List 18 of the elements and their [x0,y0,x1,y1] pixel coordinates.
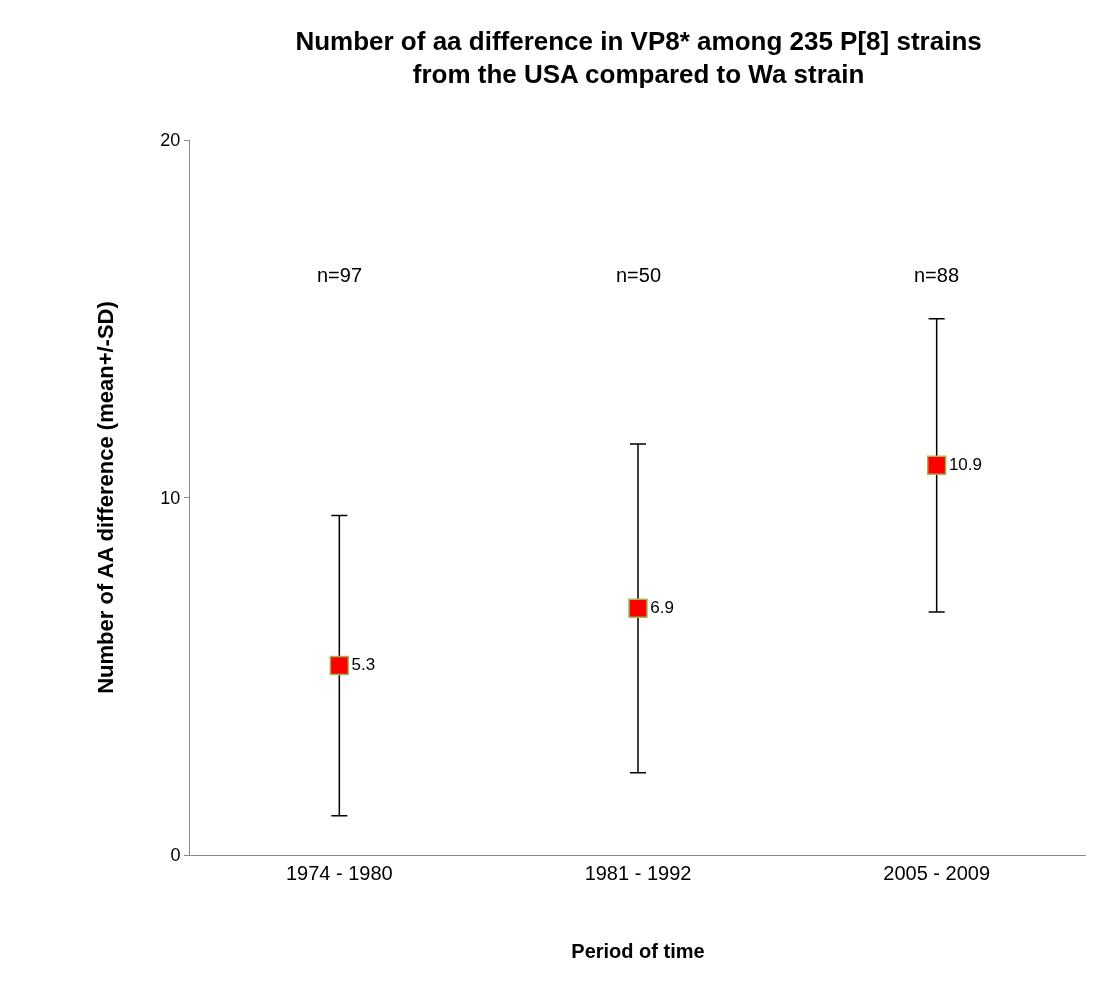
point [329,655,350,676]
y-tick-label: 0 [170,845,181,866]
point [628,598,648,619]
annotation: n=50 [616,264,662,286]
y-tick-label: 10 [160,487,181,508]
annotation: n=97 [317,264,363,286]
data-label: 6.9 [650,597,674,617]
x-tick-label: 1974 - 1980 [285,862,393,884]
data-label: 10.9 [948,454,983,474]
y-tick-label: 20 [160,130,181,151]
x-tick-label: 1981 - 1992 [584,862,692,884]
point [926,455,947,476]
x-tick-label: 2005 - 2009 [883,862,991,884]
annotation: n=88 [914,264,960,286]
y-axis-title: Number of AA difference (mean+/-SD) [93,301,119,694]
chart-title: Number of aa difference in VP8* among 235 P[8] strains from the USA compared to Wa strain [295,25,982,90]
x-axis-title: Period of time [571,939,705,962]
data-label: 5.3 [351,654,376,674]
